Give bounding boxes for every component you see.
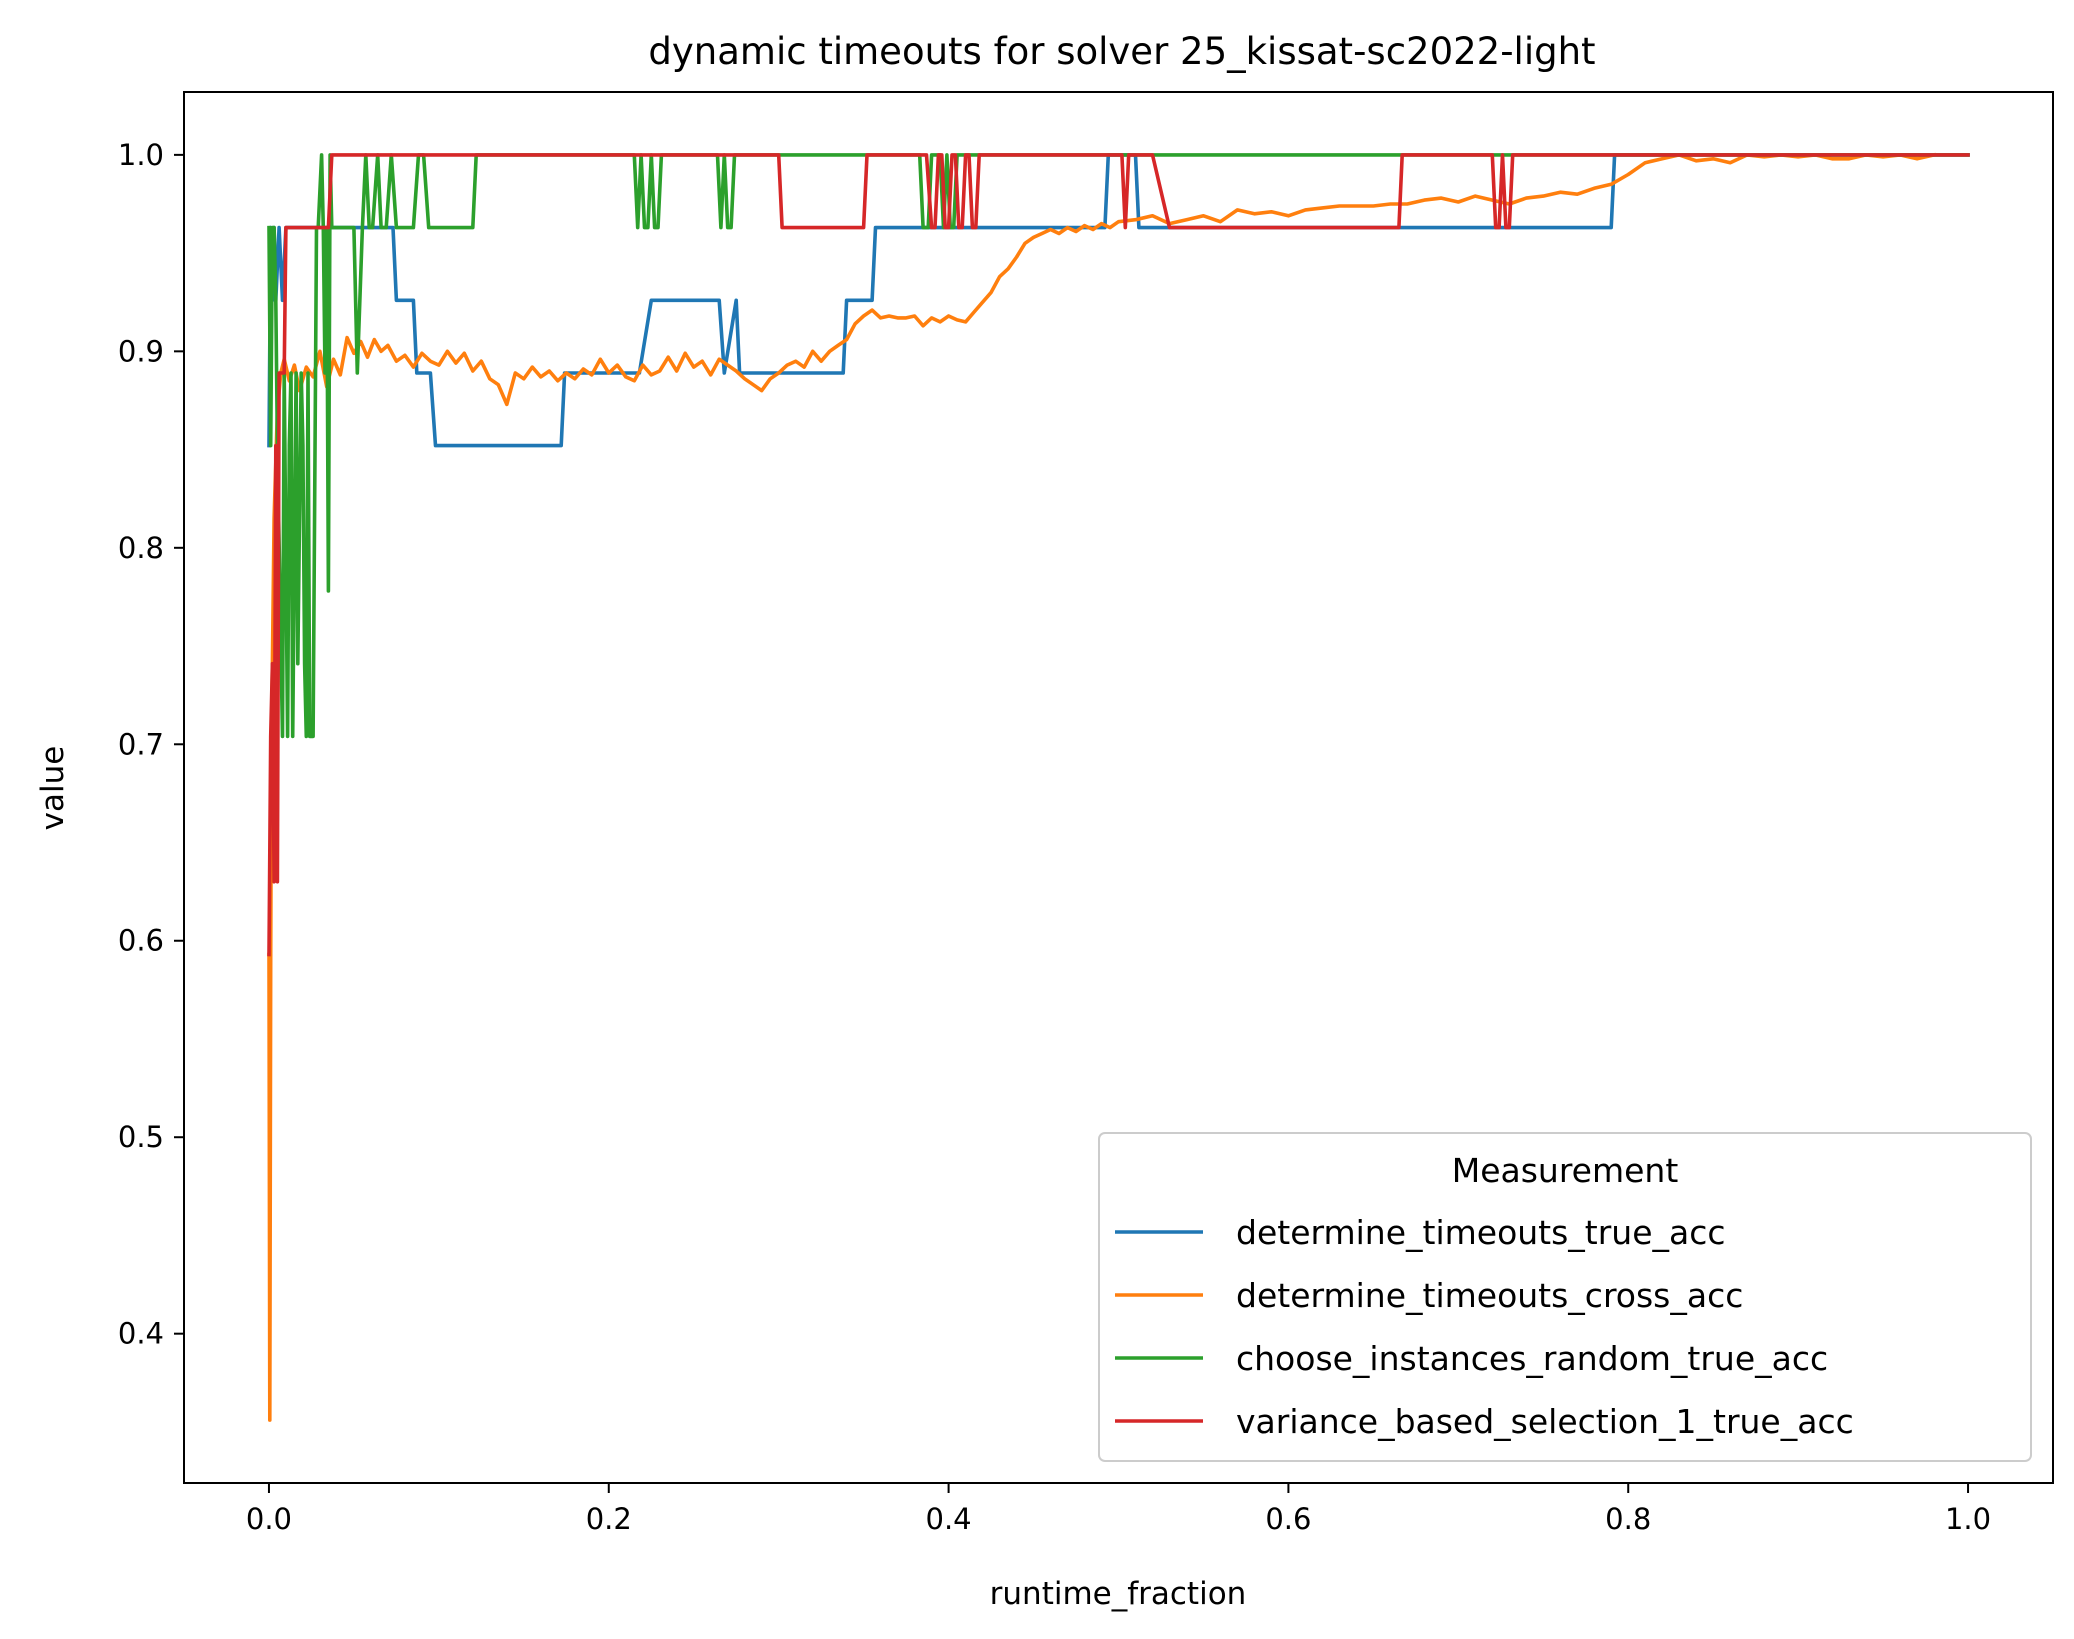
y-tick-label: 0.6	[118, 924, 164, 958]
series-line-choose-instances-random-true-acc	[267, 153, 1970, 739]
legend-label-variance-based-selection-1-true-acc: variance_based_selection_1_true_acc	[1236, 1402, 1854, 1441]
x-axis-label: runtime_fraction	[990, 1576, 1247, 1612]
y-axis-label: value	[35, 746, 71, 831]
y-tick-label: 0.9	[118, 334, 164, 368]
legend-label-determine-timeouts-cross-acc: determine_timeouts_cross_acc	[1236, 1276, 1743, 1315]
y-tick-label: 0.8	[118, 531, 164, 565]
y-tick-label: 1.0	[118, 138, 164, 172]
series-line-determine-timeouts-cross-acc	[267, 152, 1937, 1422]
legend-box	[1098, 1132, 2032, 1462]
y-axis-ticks: 0.4 0.5 0.6 0.7 0.8 0.9 1.0	[118, 138, 184, 1351]
y-tick-label: 0.4	[118, 1317, 164, 1351]
x-tick-label: 0.6	[1265, 1502, 1311, 1536]
y-tick-label: 0.7	[118, 727, 164, 761]
x-axis-ticks: 0.0 0.2 0.4 0.6 0.8 1.0	[246, 1483, 1991, 1536]
x-tick-label: 0.4	[926, 1502, 972, 1536]
y-tick-label: 0.5	[118, 1120, 164, 1154]
x-tick-label: 1.0	[1945, 1502, 1991, 1536]
legend-label-determine-timeouts-true-acc: determine_timeouts_true_acc	[1236, 1213, 1726, 1252]
chart-title: dynamic timeouts for solver 25_kissat-sc…	[648, 30, 1595, 73]
x-tick-label: 0.2	[586, 1502, 632, 1536]
legend-entries: determine_timeouts_true_acc determine_tim…	[1115, 1213, 1854, 1441]
legend: Measurement determine_timeouts_true_accd…	[1098, 1132, 2032, 1462]
plot-lines	[267, 152, 1970, 1422]
legend-label-choose-instances-random-true-acc: choose_instances_random_true_acc	[1236, 1339, 1828, 1378]
legend-title: Measurement	[1452, 1151, 1679, 1190]
plot-area-frame	[183, 91, 2054, 1484]
x-tick-label: 0.0	[246, 1502, 292, 1536]
series-line-variance-based-selection-1-true-acc	[267, 153, 1970, 957]
x-tick-label: 0.8	[1605, 1502, 1651, 1536]
